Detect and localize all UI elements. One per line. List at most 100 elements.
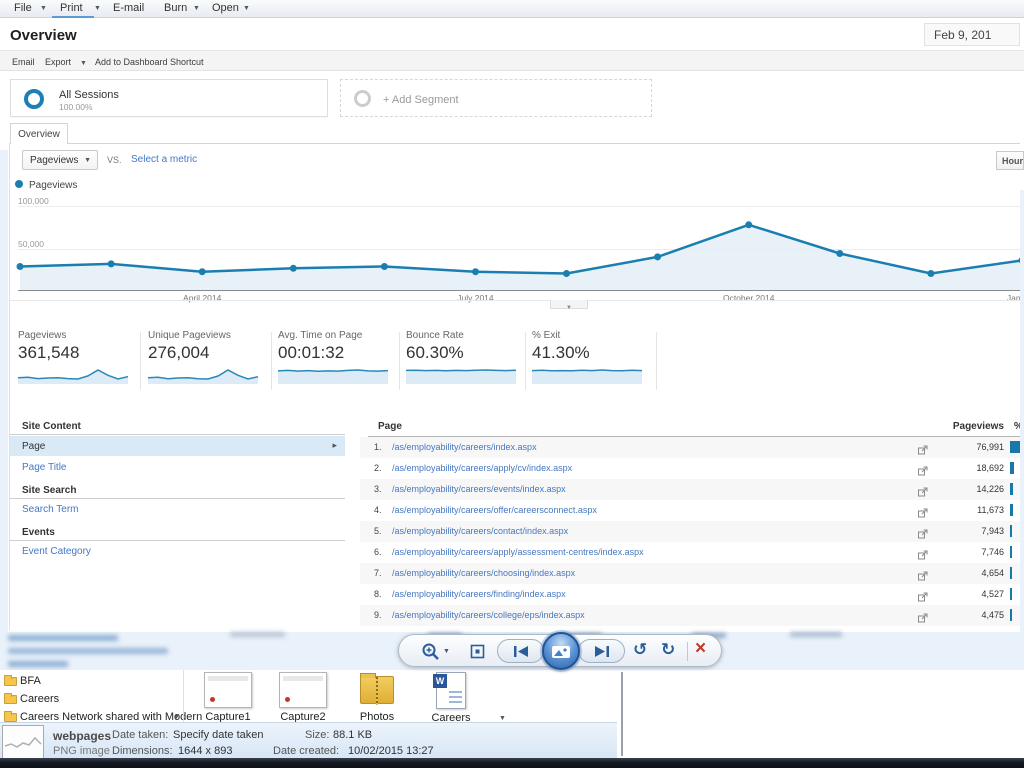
photo-content-analytics-page: Overview Feb 9, 201 Email Export ▼ Add t… (0, 18, 1024, 632)
menu-open[interactable]: Open (212, 2, 239, 14)
selected-file-thumbnail (2, 725, 44, 759)
external-link-icon[interactable] (918, 505, 928, 523)
external-link-icon[interactable] (918, 484, 928, 502)
menu-print[interactable]: Print (60, 2, 83, 14)
granularity-hourly-button[interactable]: Hourly (996, 151, 1024, 170)
segment-all-sessions[interactable]: All Sessions 100.00% (10, 79, 328, 117)
caret-down-icon[interactable]: ▼ (94, 5, 101, 12)
menu-email[interactable]: E-mail (113, 2, 144, 14)
table-row[interactable]: 2./as/employability/careers/apply/cv/ind… (360, 458, 1020, 479)
caret-down-icon[interactable]: ▼ (499, 715, 506, 722)
caret-down-icon[interactable]: ▼ (243, 5, 250, 12)
table-header-pageviews[interactable]: Pageviews (904, 421, 1004, 432)
pageviews-line-chart[interactable] (0, 195, 1024, 295)
sidebar-item-event-category[interactable]: Event Category (22, 546, 91, 557)
rotate-counterclockwise-icon[interactable]: ↺ (633, 640, 647, 660)
menu-burn[interactable]: Burn (164, 2, 187, 14)
table-row[interactable]: 5./as/employability/careers/contact/inde… (360, 521, 1020, 542)
data-point[interactable] (381, 263, 388, 270)
pageviews-value: 18,692 (976, 463, 1004, 473)
caret-down-icon[interactable]: ▼ (193, 5, 200, 12)
table-row[interactable]: 6./as/employability/careers/apply/assess… (360, 542, 1020, 563)
next-button[interactable] (578, 639, 625, 663)
caret-down-icon[interactable]: ▼ (443, 648, 450, 655)
external-link-icon[interactable] (918, 610, 928, 628)
file-capture2[interactable]: Capture2 (268, 672, 338, 723)
external-link-icon[interactable] (918, 442, 928, 460)
external-link-icon[interactable] (918, 463, 928, 481)
data-point[interactable] (108, 260, 115, 267)
date-created-value: 10/02/2015 13:27 (348, 745, 434, 757)
data-point[interactable] (17, 263, 24, 270)
scorecard-bounce-rate[interactable]: Bounce Rate 60.30% (406, 330, 516, 389)
page-link[interactable]: /as/employability/careers/finding/index.… (392, 589, 566, 599)
file-careers-doc[interactable]: W Careers (416, 672, 486, 724)
table-row[interactable]: 8./as/employability/careers/finding/inde… (360, 584, 1020, 605)
data-point[interactable] (290, 265, 297, 272)
add-to-dashboard-button[interactable]: Add to Dashboard (95, 57, 168, 67)
chart-collapse-handle[interactable]: ▼ (550, 300, 588, 309)
delete-x-icon[interactable]: × (695, 638, 706, 660)
date-taken-value[interactable]: Specify date taken (173, 729, 264, 741)
table-row[interactable]: 1./as/employability/careers/index.aspx76… (360, 437, 1020, 458)
table-row[interactable]: 9./as/employability/careers/college/eps/… (360, 605, 1020, 626)
external-link-icon[interactable] (918, 526, 928, 544)
page-link[interactable]: /as/employability/careers/offer/careersc… (392, 505, 597, 515)
sidebar-item-page[interactable]: Page ▸ (10, 436, 345, 456)
page-link[interactable]: /as/employability/careers/contact/index.… (392, 526, 568, 536)
pageviews-value: 4,527 (981, 589, 1004, 599)
tree-item-bfa[interactable]: BFA (20, 675, 41, 687)
table-header-page[interactable]: Page (378, 421, 402, 432)
tab-overview[interactable]: Overview (10, 123, 68, 144)
sidebar-item-page-title[interactable]: Page Title (22, 462, 66, 473)
date-range-selector[interactable]: Feb 9, 201 (924, 23, 1020, 46)
table-row[interactable]: 3./as/employability/careers/events/index… (360, 479, 1020, 500)
data-point[interactable] (472, 268, 479, 275)
fit-to-window-button[interactable] (469, 643, 486, 665)
rotate-clockwise-icon[interactable]: ↻ (661, 640, 675, 660)
data-point[interactable] (927, 270, 934, 277)
size-value: 88.1 KB (333, 729, 372, 741)
page-link[interactable]: /as/employability/careers/index.aspx (392, 442, 537, 452)
page-link[interactable]: /as/employability/careers/apply/assessme… (392, 547, 644, 557)
caret-down-icon[interactable]: ▼ (173, 714, 180, 721)
page-link[interactable]: /as/employability/careers/choosing/index… (392, 568, 575, 578)
data-point[interactable] (745, 221, 752, 228)
external-link-icon[interactable] (918, 589, 928, 607)
scorecard-percent-exit[interactable]: % Exit 41.30% (532, 330, 642, 389)
file-photos[interactable]: Photos (342, 672, 412, 723)
data-point[interactable] (563, 270, 570, 277)
caret-down-icon[interactable]: ▼ (40, 5, 47, 12)
segment-label: All Sessions (59, 89, 119, 101)
page-link[interactable]: /as/employability/careers/apply/cv/index… (392, 463, 572, 473)
add-segment-button[interactable]: + Add Segment (340, 79, 652, 117)
data-point[interactable] (836, 250, 843, 257)
data-point[interactable] (654, 253, 661, 260)
table-row[interactable]: 4./as/employability/careers/offer/career… (360, 500, 1020, 521)
menu-file[interactable]: File (14, 2, 32, 14)
page-link[interactable]: /as/employability/careers/college/eps/in… (392, 610, 585, 620)
play-slideshow-button[interactable] (542, 632, 580, 670)
email-button[interactable]: Email (12, 57, 35, 67)
external-link-icon[interactable] (918, 568, 928, 586)
scorecard-pageviews[interactable]: Pageviews 361,548 (18, 330, 128, 389)
data-point[interactable] (199, 268, 206, 275)
table-row[interactable]: 7./as/employability/careers/choosing/ind… (360, 563, 1020, 584)
previous-button[interactable] (497, 639, 544, 663)
word-document-icon: W (436, 672, 466, 709)
previous-icon (511, 645, 531, 658)
scorecard-unique-pageviews[interactable]: Unique Pageviews 276,004 (148, 330, 258, 389)
zoom-button[interactable] (421, 642, 440, 666)
sidebar-item-search-term[interactable]: Search Term (22, 504, 79, 515)
metric-selector-dropdown[interactable]: Pageviews ▼ (22, 150, 98, 170)
tree-item-careers[interactable]: Careers (20, 693, 59, 705)
export-button[interactable]: Export (45, 57, 71, 67)
external-link-icon[interactable] (918, 547, 928, 565)
file-capture1[interactable]: Capture1 (193, 672, 263, 723)
blurred-text (8, 635, 118, 641)
page-link[interactable]: /as/employability/careers/events/index.a… (392, 484, 566, 494)
shortcut-button[interactable]: Shortcut (170, 57, 204, 67)
scorecard-avg-time[interactable]: Avg. Time on Page 00:01:32 (278, 330, 388, 389)
select-a-metric-link[interactable]: Select a metric (131, 154, 197, 165)
photo-viewer-toolbar: ▼ ↺ ↻ (398, 634, 722, 667)
